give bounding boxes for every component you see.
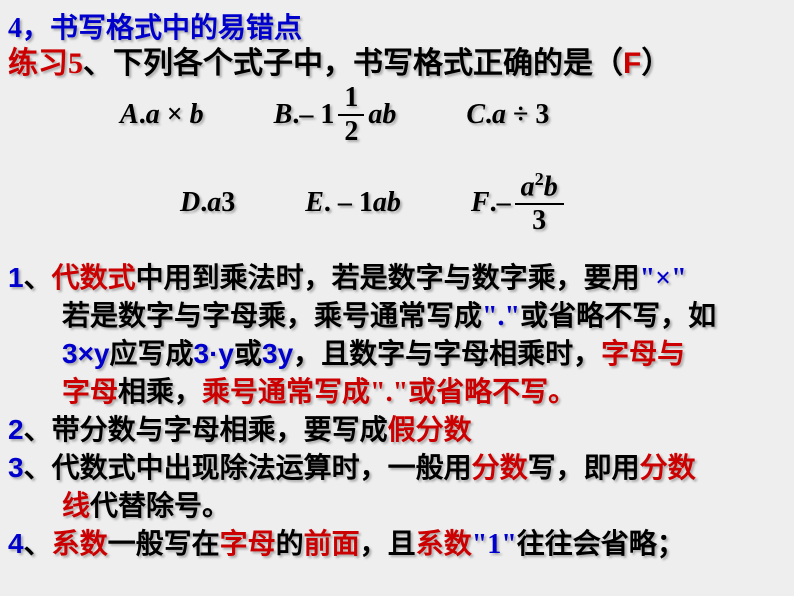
option-a: A.a × b: [120, 99, 204, 131]
option-c: C.a ÷ 3: [466, 99, 549, 131]
exercise-line: 练习5、下列各个式子中，书写格式正确的是（F）: [8, 38, 671, 82]
exercise-close: ）: [641, 47, 671, 80]
rule-3: 3、代数式中出现除法运算时，一般用分数写，即用分数: [8, 446, 696, 486]
option-d: D.a3: [180, 187, 235, 219]
exercise-answer: F: [623, 47, 641, 80]
rule-1-line2: 若是数字与字母乘，乘号通常写成"."或省略不写，如: [62, 294, 716, 334]
rule-1-line4: 字母相乘，乘号通常写成"."或省略不写。: [62, 370, 576, 410]
fraction-a2b-3: a2b 3: [515, 170, 564, 235]
rule-1-line3: 3×y应写成3·y或3y，且数字与字母相乘时，字母与: [62, 332, 685, 372]
exercise-text: 下列各个式子中，书写格式正确的是（: [113, 47, 623, 80]
fraction-half: 1 2: [338, 84, 364, 146]
rule-4: 4、系数一般写在字母的前面，且系数"1"往往会省略；: [8, 522, 685, 562]
rule-1: 1、代数式中用到乘法时，若是数字与数字乘，要用"×": [8, 256, 687, 296]
formula-row-2: D.a3 E. – 1ab F. – a2b 3: [180, 170, 568, 235]
option-f: F. – a2b 3: [471, 170, 568, 235]
rule-2: 2、带分数与字母相乘，要写成假分数: [8, 408, 472, 448]
option-b: B. – 1 1 2 ab: [274, 84, 397, 146]
exercise-sep: 、: [83, 47, 113, 80]
option-e: E. – 1ab: [305, 187, 401, 219]
formula-row-1: A.a × b B. – 1 1 2 ab C.a ÷ 3: [120, 84, 549, 146]
exercise-label: 练习5: [8, 47, 83, 80]
rule-3-line2: 线代替除号。: [62, 484, 230, 524]
